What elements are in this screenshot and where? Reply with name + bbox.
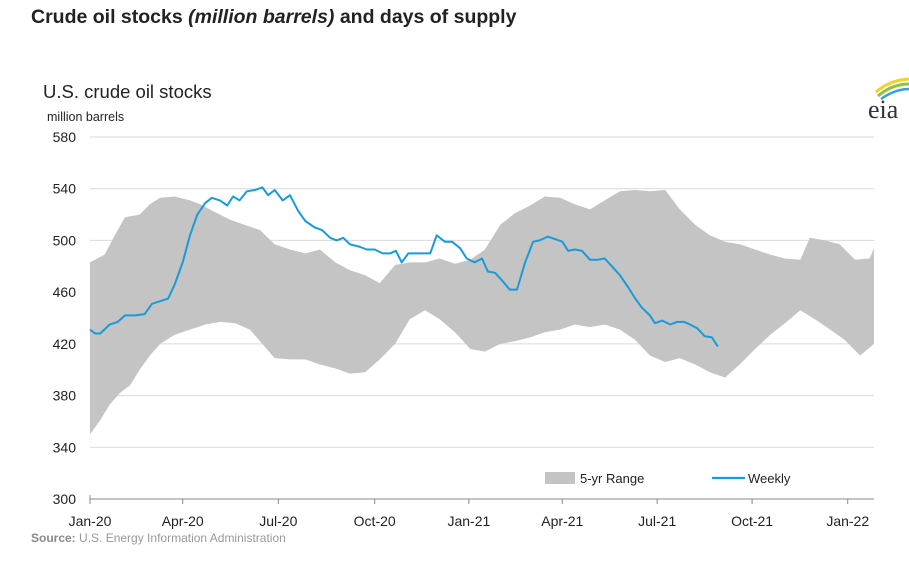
- y-tick-label: 420: [53, 336, 77, 352]
- x-tick-label: Jul-21: [638, 513, 676, 529]
- x-tick-label: Oct-21: [731, 513, 773, 529]
- legend-label-weekly: Weekly: [748, 471, 791, 486]
- chart-title: U.S. crude oil stocks: [43, 81, 212, 102]
- legend: 5-yr Range Weekly: [545, 471, 791, 486]
- eia-logo: eia: [868, 77, 909, 124]
- x-tick-label: Jan-20: [69, 513, 112, 529]
- y-axis-label: million barrels: [47, 110, 124, 124]
- source-note: Source: U.S. Energy Information Administ…: [31, 531, 286, 545]
- source-label: Source:: [31, 531, 76, 545]
- y-tick-label: 580: [53, 129, 77, 145]
- y-tick-label: 340: [53, 439, 77, 455]
- source-text: U.S. Energy Information Administration: [79, 531, 286, 545]
- legend-label-range: 5-yr Range: [580, 471, 644, 486]
- y-tick-label: 540: [53, 181, 77, 197]
- x-tick-label: Apr-20: [162, 513, 204, 529]
- x-tick-label: Oct-20: [354, 513, 396, 529]
- title-text-end: and days of supply: [334, 6, 517, 28]
- legend-swatch-range: [545, 472, 575, 484]
- x-tick-label: Apr-21: [541, 513, 583, 529]
- y-tick-label: 460: [53, 284, 77, 300]
- y-tick-label: 380: [53, 388, 77, 404]
- five-year-range-area: [90, 190, 874, 435]
- page-title: Crude oil stocks (million barrels) and d…: [31, 6, 516, 29]
- weekly-stocks-line: [89, 186, 719, 347]
- x-tick-label: Jan-21: [447, 513, 490, 529]
- logo-text: eia: [868, 95, 899, 124]
- y-tick-label: 500: [53, 232, 77, 248]
- title-italic-text: (million barrels): [188, 6, 335, 28]
- x-tick-label: Jan-22: [826, 513, 869, 529]
- title-text: Crude oil stocks: [31, 6, 189, 28]
- y-tick-label: 300: [53, 491, 77, 507]
- x-tick-label: Jul-20: [259, 513, 297, 529]
